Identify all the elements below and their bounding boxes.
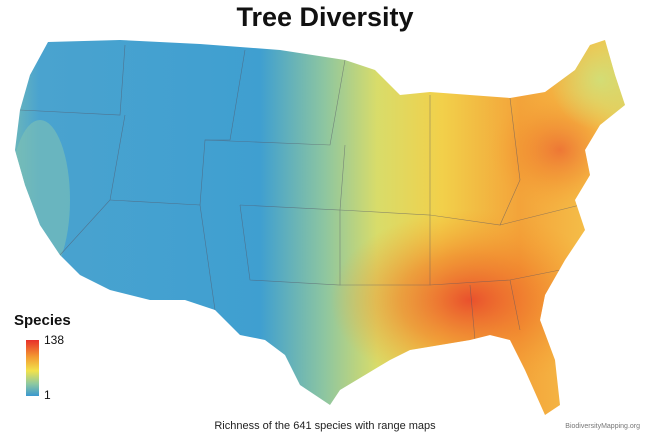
northeast-tone <box>550 40 625 130</box>
richness-map <box>15 40 625 415</box>
legend-max: 138 <box>44 333 64 347</box>
legend-colorbar <box>26 340 39 396</box>
legend-min: 1 <box>44 388 51 402</box>
hotspot-southeast <box>330 210 610 390</box>
pacific-tone <box>15 120 70 280</box>
state-borders <box>19 44 581 341</box>
credit: BiodiversityMapping.org <box>565 423 640 430</box>
legend-title: Species <box>14 312 71 329</box>
caption: Richness of the 641 species with range m… <box>214 420 436 432</box>
map-title: Tree Diversity <box>236 2 413 32</box>
